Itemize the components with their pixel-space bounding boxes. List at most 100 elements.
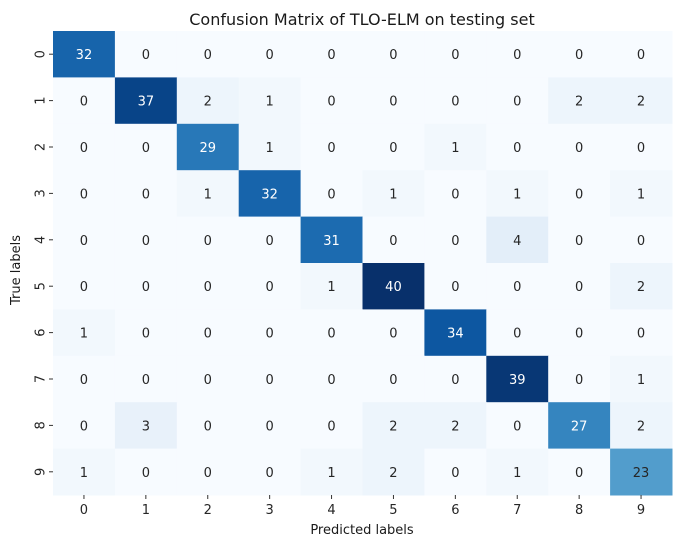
y-tick-label-5: 5 xyxy=(34,282,49,290)
heatmap-cell-r9-c9 xyxy=(610,448,673,496)
heatmap-cell-r9-c0 xyxy=(53,448,116,496)
heatmap-cell-r4-c7 xyxy=(486,216,549,264)
heatmap-cell-r4-c4 xyxy=(300,216,363,264)
cell-value-r5-c6: 0 xyxy=(451,280,459,295)
cell-value-r9-c5: 2 xyxy=(389,466,397,481)
cell-value-r8-c7: 0 xyxy=(513,419,521,434)
cell-value-r7-c8: 0 xyxy=(575,373,583,388)
cell-value-r0-c3: 0 xyxy=(266,48,274,63)
cell-value-r3-c8: 0 xyxy=(575,187,583,202)
heatmap-cell-r1-c3 xyxy=(238,77,302,125)
cell-value-r5-c2: 0 xyxy=(204,280,212,295)
cell-value-r9-c7: 1 xyxy=(513,466,521,481)
heatmap-cell-r6-c5 xyxy=(362,309,425,357)
cell-value-r8-c3: 0 xyxy=(266,419,274,434)
heatmap-cell-r9-c3 xyxy=(238,448,302,496)
cell-value-r6-c1: 0 xyxy=(142,327,150,342)
heatmap-cell-r5-c8 xyxy=(548,263,611,310)
heatmap-cell-r2-c7 xyxy=(486,123,549,171)
heatmap-cell-r2-c6 xyxy=(424,123,487,171)
heatmap-cell-r6-c7 xyxy=(486,309,549,357)
cell-value-r1-c3: 1 xyxy=(266,95,274,110)
heatmap-cell-r1-c2 xyxy=(176,77,240,125)
heatmap-cell-r6-c0 xyxy=(53,309,116,357)
cell-value-r5-c9: 2 xyxy=(637,280,645,295)
cell-value-r9-c8: 0 xyxy=(575,466,583,481)
heatmap-cell-r8-c5 xyxy=(362,402,425,450)
cell-value-r2-c9: 0 xyxy=(637,141,645,156)
cell-value-r2-c5: 0 xyxy=(389,141,397,156)
cell-value-r2-c6: 1 xyxy=(451,141,459,156)
heatmap-cell-r8-c9 xyxy=(610,402,673,450)
y-axis-ticks: 0 1 2 3 4 5 6 7 8 9 xyxy=(34,50,53,476)
y-tick-label-0: 0 xyxy=(34,50,49,58)
cell-value-r0-c5: 0 xyxy=(389,48,397,63)
heatmap-cell-r1-c8 xyxy=(548,77,611,125)
heatmap-cell-r1-c9 xyxy=(610,77,673,125)
heatmap-cell-r0-c7 xyxy=(486,31,549,78)
cell-value-r7-c7: 39 xyxy=(509,373,526,388)
heatmap-cell-r4-c5 xyxy=(362,216,425,264)
cell-value-r3-c9: 1 xyxy=(637,187,645,202)
heatmap-cell-r1-c4 xyxy=(300,77,363,125)
cell-value-r7-c5: 0 xyxy=(389,373,397,388)
cell-value-r3-c7: 1 xyxy=(513,187,521,202)
heatmap-cell-r1-c1 xyxy=(114,77,178,125)
y-tick-label-1: 1 xyxy=(34,96,49,104)
heatmap-cell-r5-c3 xyxy=(238,263,302,310)
x-tick-label-3: 3 xyxy=(266,503,274,518)
heatmap-cell-r3-c4 xyxy=(300,170,363,218)
heatmap-cell-r2-c2 xyxy=(176,123,240,171)
heatmap-cell-r0-c6 xyxy=(424,31,487,78)
heatmap-cell-r2-c5 xyxy=(362,123,425,171)
cell-value-r2-c7: 0 xyxy=(513,141,521,156)
heatmap-cell-r4-c9 xyxy=(610,216,673,264)
heatmap-cell-r3-c1 xyxy=(114,170,178,218)
heatmap-cell-r9-c7 xyxy=(486,448,549,496)
heatmap-cell-r1-c7 xyxy=(486,77,549,125)
heatmap-cell-r2-c9 xyxy=(610,123,673,171)
heatmap-cell-r1-c5 xyxy=(362,77,425,125)
x-tick-label-1: 1 xyxy=(142,503,150,518)
heatmap-cell-r9-c4 xyxy=(300,448,363,496)
heatmap-cell-r7-c9 xyxy=(610,355,673,403)
heatmap-cell-r6-c1 xyxy=(114,309,178,357)
cell-value-r4-c0: 0 xyxy=(80,234,88,249)
heatmap-cell-r5-c7 xyxy=(486,263,549,310)
x-axis-ticks: 0 1 2 3 4 5 6 7 8 9 xyxy=(80,495,645,518)
heatmap-cell-r6-c8 xyxy=(548,309,611,357)
cell-value-r7-c0: 0 xyxy=(80,373,88,388)
heatmap-cell-r9-c1 xyxy=(114,448,178,496)
cell-value-r8-c1: 3 xyxy=(142,419,150,434)
heatmap-cell-r8-c8 xyxy=(548,402,611,450)
heatmap-cell-r5-c0 xyxy=(53,263,116,310)
heatmap-cell-r6-c3 xyxy=(238,309,302,357)
cell-value-r4-c8: 0 xyxy=(575,234,583,249)
cell-value-r3-c2: 1 xyxy=(204,187,212,202)
cell-value-r0-c0: 32 xyxy=(76,48,93,63)
heatmap-cell-r5-c6 xyxy=(424,263,487,310)
cell-value-r7-c6: 0 xyxy=(451,373,459,388)
heatmap-cell-r9-c8 xyxy=(548,448,611,496)
heatmap-cell-r3-c5 xyxy=(362,170,425,218)
heatmap-cell-r7-c0 xyxy=(53,355,116,403)
cell-value-r6-c7: 0 xyxy=(513,327,521,342)
cell-value-r6-c4: 0 xyxy=(327,327,335,342)
cell-value-r4-c5: 0 xyxy=(389,234,397,249)
cell-value-r4-c7: 4 xyxy=(513,234,521,249)
cell-value-r1-c1: 37 xyxy=(138,95,155,110)
heatmap-cell-r3-c6 xyxy=(424,170,487,218)
heatmap-cell-r7-c2 xyxy=(176,355,240,403)
cell-value-r1-c7: 0 xyxy=(513,95,521,110)
y-tick-label-4: 4 xyxy=(34,236,49,244)
heatmap-cell-r3-c9 xyxy=(610,170,673,218)
cell-value-r2-c0: 0 xyxy=(80,141,88,156)
heatmap-cell-r4-c1 xyxy=(114,216,178,264)
cell-value-r4-c9: 0 xyxy=(637,234,645,249)
heatmap-cell-r8-c1 xyxy=(114,402,178,450)
heatmap-grid: 32 0 0 0 0 0 0 0 0 00 37 2 1 0 0 0 0 2 20 0 29 1 0 0 1 0 0 00 0 1 32 0 1… xyxy=(53,31,673,496)
heatmap-cell-r3-c7 xyxy=(486,170,549,218)
heatmap-cell-r7-c4 xyxy=(300,355,363,403)
heatmap-cell-r3-c2 xyxy=(176,170,240,218)
heatmap-cell-r5-c1 xyxy=(114,263,178,310)
